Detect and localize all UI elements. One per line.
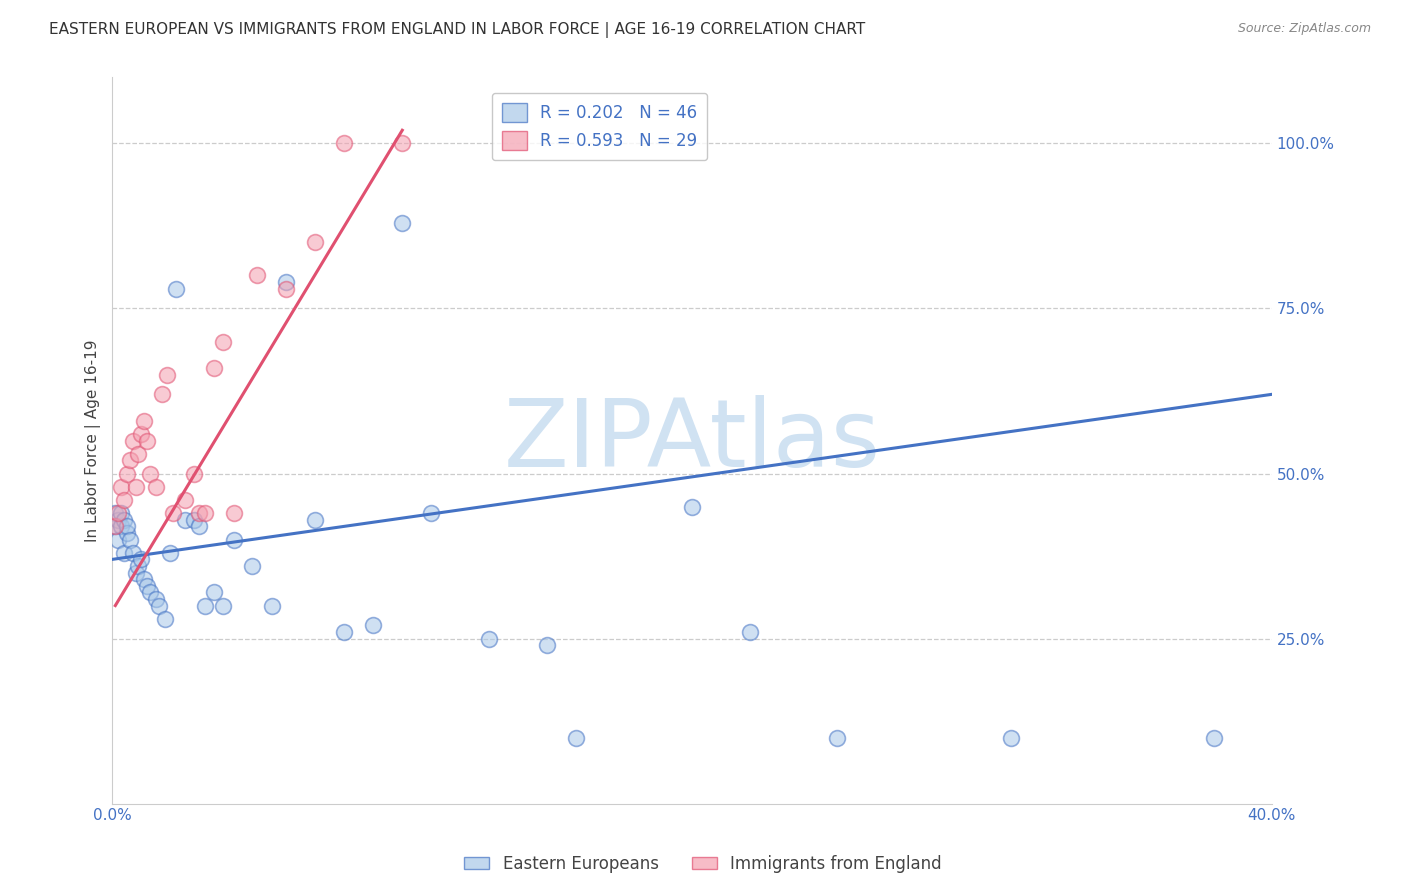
Point xyxy=(156,368,179,382)
Point xyxy=(104,506,127,520)
Point xyxy=(121,546,143,560)
Point xyxy=(110,506,132,520)
Point xyxy=(363,618,385,632)
Point xyxy=(162,506,184,520)
Text: Source: ZipAtlas.com: Source: ZipAtlas.com xyxy=(1237,22,1371,36)
Point xyxy=(136,579,159,593)
Point xyxy=(188,519,211,533)
Point xyxy=(246,268,269,283)
Point xyxy=(565,731,588,745)
Legend: R = 0.202   N = 46, R = 0.593   N = 29: R = 0.202 N = 46, R = 0.593 N = 29 xyxy=(492,93,707,160)
Point xyxy=(107,513,129,527)
Point xyxy=(118,533,141,547)
Point xyxy=(391,136,413,151)
Point xyxy=(148,599,170,613)
Point xyxy=(333,136,356,151)
Point xyxy=(1000,731,1022,745)
Point xyxy=(183,467,205,481)
Point xyxy=(188,506,211,520)
Point xyxy=(104,519,127,533)
Point xyxy=(202,360,225,375)
Point xyxy=(115,467,138,481)
Point xyxy=(740,624,762,639)
Point xyxy=(110,480,132,494)
Point xyxy=(478,632,501,646)
Point xyxy=(240,558,263,573)
Point xyxy=(118,453,141,467)
Point xyxy=(124,480,146,494)
Point xyxy=(104,519,127,533)
Point xyxy=(304,235,326,250)
Point xyxy=(333,624,356,639)
Point xyxy=(276,275,298,289)
Point xyxy=(825,731,848,745)
Point xyxy=(183,513,205,527)
Text: ZIPAtlas: ZIPAtlas xyxy=(503,394,880,486)
Point xyxy=(150,387,173,401)
Point xyxy=(128,558,150,573)
Point xyxy=(681,500,703,514)
Point xyxy=(112,492,135,507)
Point xyxy=(173,513,195,527)
Point xyxy=(145,591,167,606)
Point xyxy=(121,434,143,448)
Point xyxy=(107,533,129,547)
Point xyxy=(134,572,156,586)
Point xyxy=(131,552,153,566)
Point xyxy=(159,546,181,560)
Point xyxy=(224,533,246,547)
Point xyxy=(112,546,135,560)
Point xyxy=(139,467,162,481)
Point xyxy=(304,513,326,527)
Point xyxy=(153,612,176,626)
Point xyxy=(124,566,146,580)
Point xyxy=(112,513,135,527)
Point xyxy=(536,638,558,652)
Point xyxy=(202,585,225,599)
Point xyxy=(131,426,153,441)
Point xyxy=(391,216,413,230)
Legend: Eastern Europeans, Immigrants from England: Eastern Europeans, Immigrants from Engla… xyxy=(457,848,949,880)
Point xyxy=(134,414,156,428)
Point xyxy=(1202,731,1225,745)
Point xyxy=(115,525,138,540)
Point xyxy=(420,506,443,520)
Text: EASTERN EUROPEAN VS IMMIGRANTS FROM ENGLAND IN LABOR FORCE | AGE 16-19 CORRELATI: EASTERN EUROPEAN VS IMMIGRANTS FROM ENGL… xyxy=(49,22,866,38)
Point xyxy=(128,447,150,461)
Point xyxy=(165,282,187,296)
Point xyxy=(211,334,233,349)
Point xyxy=(194,506,217,520)
Point xyxy=(110,519,132,533)
Point xyxy=(211,599,233,613)
Point xyxy=(107,506,129,520)
Point xyxy=(139,585,162,599)
Point xyxy=(145,480,167,494)
Point xyxy=(260,599,283,613)
Y-axis label: In Labor Force | Age 16-19: In Labor Force | Age 16-19 xyxy=(86,339,101,541)
Point xyxy=(276,282,298,296)
Point xyxy=(136,434,159,448)
Point xyxy=(115,519,138,533)
Point xyxy=(173,492,195,507)
Point xyxy=(224,506,246,520)
Point xyxy=(194,599,217,613)
